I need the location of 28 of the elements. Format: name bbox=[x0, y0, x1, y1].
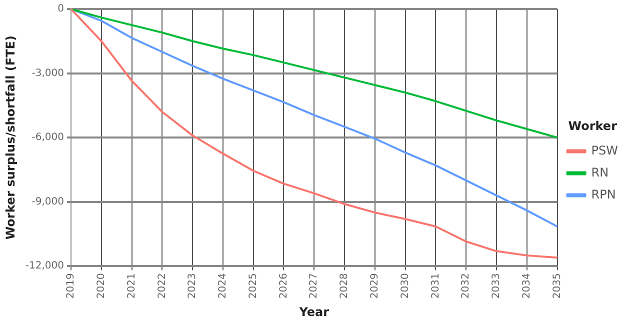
y-tick-label: -9,000 bbox=[32, 196, 64, 208]
x-tick-label: 2030 bbox=[400, 273, 411, 299]
x-tick-label: 2033 bbox=[491, 273, 502, 299]
x-axis-title: Year bbox=[298, 304, 330, 319]
x-tick-label: 2019 bbox=[66, 273, 77, 299]
x-tick-label: 2027 bbox=[308, 273, 320, 299]
x-tick-label: 2023 bbox=[187, 273, 198, 299]
legend-label: RPN bbox=[591, 187, 616, 202]
x-tick-label: 2024 bbox=[218, 273, 229, 299]
x-tick-label: 2026 bbox=[278, 273, 290, 299]
y-axis-title: Worker surplus/shortfall (FTE) bbox=[3, 36, 18, 240]
y-tick-label: 0 bbox=[58, 4, 64, 15]
x-tick-label: 2032 bbox=[460, 273, 472, 299]
x-tick-label: 2025 bbox=[248, 273, 259, 299]
legend-label: PSW bbox=[591, 143, 618, 158]
x-tick-label: 2035 bbox=[552, 273, 563, 299]
y-tick-label: -12,000 bbox=[25, 260, 64, 272]
y-tick-label: -6,000 bbox=[32, 132, 64, 144]
x-tick-label: 2020 bbox=[96, 273, 107, 299]
x-tick-label: 2031 bbox=[430, 273, 442, 299]
legend-title: Worker bbox=[568, 118, 618, 133]
x-tick-label: 2029 bbox=[370, 273, 381, 299]
x-tick-label: 2022 bbox=[156, 273, 168, 299]
x-tick-label: 2034 bbox=[521, 273, 532, 299]
legend-label: RN bbox=[591, 165, 609, 180]
x-tick-label: 2028 bbox=[339, 273, 350, 299]
y-tick-label: -3,000 bbox=[32, 68, 64, 79]
x-tick-label: 2021 bbox=[126, 273, 138, 299]
